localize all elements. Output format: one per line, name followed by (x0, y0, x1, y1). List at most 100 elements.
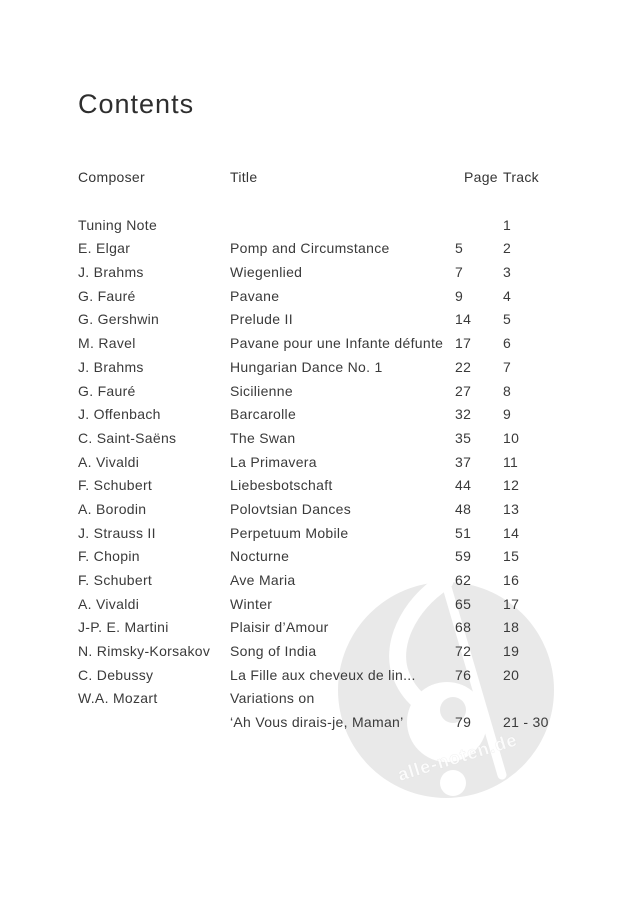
cell-title: ‘Ah Vous dirais-je, Maman’ (230, 714, 404, 731)
table-header-row: Composer Title Page Track (78, 166, 578, 190)
cell-page: 17 (455, 335, 472, 352)
cell-composer: C. Saint-Saëns (78, 429, 177, 446)
cell-track: 13 (503, 500, 520, 517)
cell-composer: A. Borodin (78, 500, 147, 517)
cell-title: Pavane pour une Infante défunte (230, 335, 444, 352)
cell-title: Pomp and Circumstance (230, 240, 390, 257)
cell-page: 44 (455, 477, 472, 494)
cell-title (230, 214, 455, 238)
cell-title: Liebesbotschaft (230, 477, 333, 494)
table-row: G. Fauré Pavane 9 4 (78, 285, 578, 309)
cell-track: 15 (503, 548, 520, 565)
header-composer: Composer (78, 169, 145, 185)
cell-composer: M. Ravel (78, 335, 136, 352)
header-track: Track (503, 169, 539, 185)
cell-title: Hungarian Dance No. 1 (230, 358, 383, 375)
cell-track: 9 (503, 406, 512, 423)
cell-title: Plaisir d’Amour (230, 619, 329, 636)
table-body: Tuning Note 1 E. Elgar Pomp and Circumstanc… (78, 214, 578, 735)
table-row: Tuning Note 1 (78, 214, 578, 238)
cell-track: 17 (503, 595, 520, 612)
cell-page: 62 (455, 572, 472, 588)
cell-page (455, 214, 503, 238)
cell-track: 4 (503, 287, 512, 304)
cell-track: 12 (503, 477, 520, 494)
table-row: A. Vivaldi Winter 65 17 (78, 593, 578, 617)
table-row: W.A. Mozart Variations on (78, 687, 578, 711)
table-row: A. Vivaldi La Primavera 37 11 (78, 451, 578, 475)
cell-composer: C. Debussy (78, 666, 154, 683)
cell-track: 10 (503, 429, 520, 446)
cell-title: Sicilienne (230, 382, 293, 399)
cell-page (455, 687, 503, 711)
cell-composer: W.A. Mozart (78, 690, 158, 707)
cell-composer: A. Vivaldi (78, 453, 140, 470)
cell-composer: Tuning Note (78, 216, 158, 233)
cell-page: 5 (455, 240, 464, 257)
table-row: J. Strauss II Perpetuum Mobile 51 14 (78, 522, 578, 546)
cell-track: 11 (503, 453, 519, 470)
table-row: A. Borodin Polovtsian Dances 48 13 (78, 498, 578, 522)
cell-composer: J. Offenbach (78, 406, 161, 423)
cell-page: 22 (455, 358, 472, 375)
cell-track: 7 (503, 358, 512, 375)
cell-page: 59 (455, 548, 472, 565)
cell-page: 51 (455, 524, 472, 541)
cell-page: 27 (455, 382, 472, 399)
table-row: E. Elgar Pomp and Circumstance 5 2 (78, 237, 578, 261)
cell-title: Nocturne (230, 548, 290, 565)
cell-composer: J. Strauss II (78, 524, 156, 541)
cell-track: 2 (503, 240, 512, 257)
cell-title: The Swan (230, 429, 296, 446)
cell-page: 9 (455, 287, 464, 304)
watermark-text: alle-noten.de (395, 729, 519, 784)
cell-composer: N. Rimsky-Korsakov (78, 643, 211, 660)
cell-title: Song of India (230, 643, 317, 660)
cell-composer: G. Fauré (78, 287, 136, 304)
table-row: J. Offenbach Barcarolle 32 9 (78, 403, 578, 427)
cell-track: 5 (503, 311, 512, 328)
cell-page: 14 (455, 311, 472, 328)
header-title: Title (230, 169, 258, 185)
contents-table: Composer Title Page Track Tuning Note 1 E.… (78, 166, 578, 735)
table-row: M. Ravel Pavane pour une Infante défunte 1… (78, 332, 578, 356)
cell-track: 21 - 30 (503, 714, 549, 731)
cell-track: 3 (503, 264, 512, 281)
cell-title: Prelude II (230, 311, 293, 328)
cell-page: 76 (455, 666, 472, 683)
table-row: C. Debussy La Fille aux cheveux de lin...… (78, 664, 578, 688)
table-row: C. Saint-Saëns The Swan 35 10 (78, 427, 578, 451)
table-row: F. Schubert Liebesbotschaft 44 12 (78, 474, 578, 498)
cell-title: Polovtsian Dances (230, 500, 352, 517)
cell-composer: J-P. E. Martini (78, 619, 169, 636)
cell-page: 68 (455, 619, 472, 636)
cell-page: 32 (455, 406, 472, 423)
cell-composer: G. Fauré (78, 382, 136, 399)
cell-composer: J. Brahms (78, 358, 144, 375)
cell-title: Winter (230, 595, 273, 612)
cell-page: 65 (455, 595, 472, 612)
table-row: F. Chopin Nocturne 59 15 (78, 545, 578, 569)
cell-composer: A. Vivaldi (78, 595, 140, 612)
cell-title: Ave Maria (230, 572, 296, 588)
cell-title: La Fille aux cheveux de lin... (230, 666, 416, 683)
header-page: Page (464, 169, 498, 185)
cell-composer (78, 711, 230, 735)
cell-composer: F. Chopin (78, 548, 140, 565)
table-row: G. Fauré Sicilienne 27 8 (78, 380, 578, 404)
cell-composer: J. Brahms (78, 264, 144, 281)
cell-composer: G. Gershwin (78, 311, 160, 328)
cell-track (503, 687, 578, 711)
cell-page: 37 (455, 453, 472, 470)
cell-title: Pavane (230, 287, 280, 304)
cell-track: 14 (503, 524, 520, 541)
cell-composer: E. Elgar (78, 240, 131, 257)
cell-title: Perpetuum Mobile (230, 524, 349, 541)
table-row: ‘Ah Vous dirais-je, Maman’ 79 21 - 30 (78, 711, 578, 735)
table-row: J. Brahms Hungarian Dance No. 1 22 7 (78, 356, 578, 380)
cell-title: La Primavera (230, 453, 317, 470)
cell-composer: F. Schubert (78, 572, 153, 588)
cell-page: 79 (455, 714, 472, 731)
cell-track: 16 (503, 572, 520, 588)
table-row: F. Schubert Ave Maria 62 16 (78, 569, 578, 593)
